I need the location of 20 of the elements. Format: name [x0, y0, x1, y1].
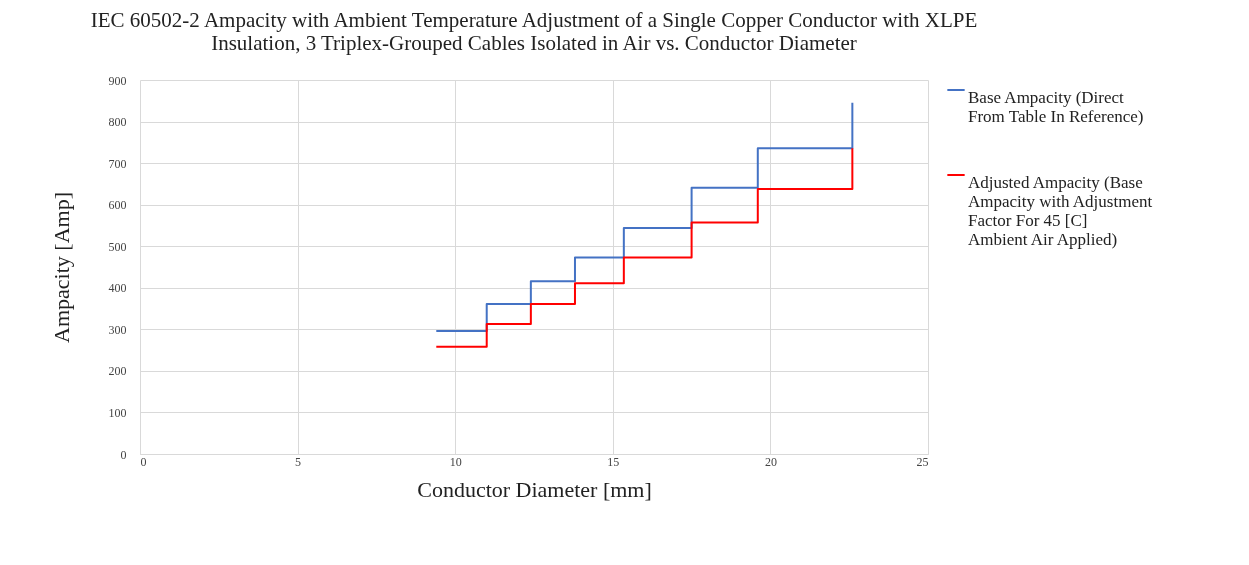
x-tick-label: 20 — [764, 454, 777, 469]
y-tick-label: 600 — [108, 198, 127, 213]
y-tick-label: 400 — [108, 281, 127, 296]
x-tick-label: 15 — [607, 454, 620, 469]
y-tick-label: 200 — [108, 364, 127, 379]
y-tick-label: 100 — [108, 405, 127, 420]
chart-title: IEC 60502-2 Ampacity with Ambient Temperature Adjustment of a Single Copper Conductor with XLPE Insulation, 3 Triplex-Grouped Cables Isolated in Air vs. Conductor Diameter — [90, 8, 978, 55]
y-tick-label: 300 — [108, 322, 127, 337]
y-tick-label: 700 — [108, 156, 127, 171]
x-tick-label: 0 — [140, 454, 147, 469]
x-axis-title: Conductor Diameter [mm] — [417, 476, 652, 502]
legend-label: Base Ampacity (Direct From Table In Reference) — [968, 88, 1144, 126]
legend-label: Adjusted Ampacity (Base Ampacity with Adjustment Factor For 45 [C] Ambient Air Applied) — [968, 173, 1153, 249]
y-axis-title: Ampacity [Amp] — [48, 192, 74, 343]
y-tick-label: 800 — [108, 115, 127, 130]
x-tick-label: 10 — [449, 454, 462, 469]
y-tick-label: 500 — [108, 239, 127, 254]
y-tick-label: 900 — [108, 73, 127, 88]
x-tick-label: 5 — [295, 454, 302, 469]
x-tick-label: 25 — [916, 454, 929, 469]
